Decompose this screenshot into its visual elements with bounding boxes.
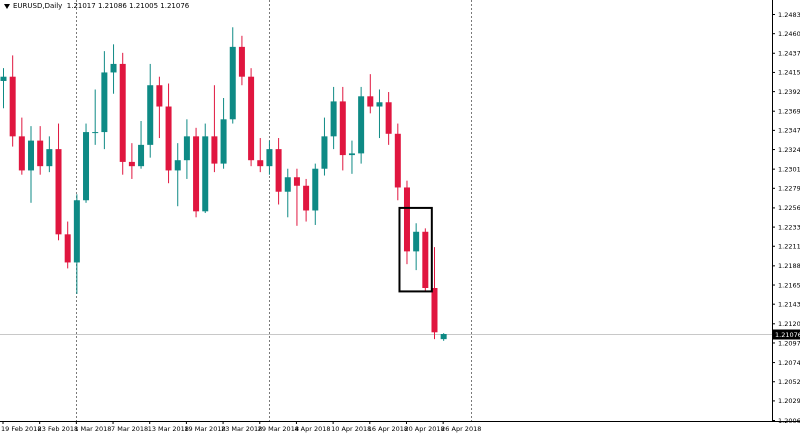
bear-candle[interactable] xyxy=(119,63,126,162)
x-tick-label: 7 Mar 2018 xyxy=(111,425,148,433)
bear-candle[interactable] xyxy=(385,102,392,134)
bull-candle[interactable] xyxy=(110,63,117,73)
bull-candle[interactable] xyxy=(28,140,35,171)
chart-symbol: EURUSD,Daily xyxy=(13,2,63,10)
bull-candle[interactable] xyxy=(358,96,365,154)
y-tick-label: 1.20065 xyxy=(778,417,800,425)
y-tick-label: 1.21880 xyxy=(778,262,800,270)
bear-candle[interactable] xyxy=(18,136,25,171)
y-tick-label: 1.23695 xyxy=(778,108,800,116)
bull-candle[interactable] xyxy=(220,119,227,164)
bear-candle[interactable] xyxy=(403,187,410,252)
bull-candle[interactable] xyxy=(330,101,337,137)
bear-candle[interactable] xyxy=(193,136,200,212)
y-tick-label: 1.22790 xyxy=(778,185,800,193)
x-tick-label: 26 Apr 2018 xyxy=(441,425,481,433)
bull-candle[interactable] xyxy=(312,168,319,211)
bull-candle[interactable] xyxy=(73,200,80,263)
y-tick-label: 1.24375 xyxy=(778,50,800,58)
y-tick-label: 1.24150 xyxy=(778,69,800,77)
bull-candle[interactable] xyxy=(147,85,154,145)
y-tick-label: 1.20295 xyxy=(778,397,800,405)
bear-candle[interactable] xyxy=(394,133,401,188)
y-tick-label: 1.21655 xyxy=(778,281,800,289)
y-tick-label: 1.23470 xyxy=(778,127,800,135)
x-tick-label: 29 Mar 2018 xyxy=(258,425,299,433)
current-price-label: 1.21076 xyxy=(775,331,800,339)
bull-candle[interactable] xyxy=(0,76,7,81)
bear-candle[interactable] xyxy=(339,101,346,156)
bull-candle[interactable] xyxy=(348,153,355,156)
bear-candle[interactable] xyxy=(275,149,282,192)
bear-candle[interactable] xyxy=(156,85,163,107)
x-tick-label: 19 Mar 2018 xyxy=(184,425,225,433)
bear-candle[interactable] xyxy=(367,96,374,107)
bull-candle[interactable] xyxy=(413,231,420,252)
x-tick-label: 23 Mar 2018 xyxy=(221,425,262,433)
bull-candle[interactable] xyxy=(46,149,53,167)
x-tick-label: 16 Apr 2018 xyxy=(368,425,408,433)
bear-candle[interactable] xyxy=(9,76,16,137)
bear-candle[interactable] xyxy=(248,76,255,161)
bull-candle[interactable] xyxy=(229,46,236,120)
y-tick-label: 1.24830 xyxy=(778,11,800,19)
highlight-box[interactable] xyxy=(398,206,433,293)
x-tick-label: 23 Feb 2018 xyxy=(38,425,78,433)
chart-ohlc: 1.21017 1.21086 1.21005 1.21076 xyxy=(66,2,190,10)
triangle-down-icon xyxy=(4,3,10,9)
y-tick-label: 1.22335 xyxy=(778,223,800,231)
bull-candle[interactable] xyxy=(92,132,99,134)
bull-candle[interactable] xyxy=(266,149,273,167)
bull-candle[interactable] xyxy=(440,334,447,340)
bear-candle[interactable] xyxy=(55,149,62,235)
current-price-tag xyxy=(773,329,800,340)
bear-candle[interactable] xyxy=(165,106,172,171)
x-tick-label: 19 Feb 2018 xyxy=(1,425,41,433)
y-tick-label: 1.20520 xyxy=(778,378,800,386)
bear-candle[interactable] xyxy=(293,177,300,186)
y-tick-label: 1.23015 xyxy=(778,165,800,173)
x-tick-label: 10 Apr 2018 xyxy=(331,425,371,433)
x-tick-label: 13 Mar 2018 xyxy=(148,425,189,433)
bear-candle[interactable] xyxy=(64,234,71,263)
bear-candle[interactable] xyxy=(211,136,218,164)
y-tick-label: 1.22560 xyxy=(778,204,800,212)
y-tick-label: 1.20745 xyxy=(778,359,800,367)
bull-candle[interactable] xyxy=(321,136,328,169)
y-tick-label: 1.23925 xyxy=(778,88,800,96)
y-tick-label: 1.23245 xyxy=(778,146,800,154)
bear-candle[interactable] xyxy=(257,160,264,167)
bull-candle[interactable] xyxy=(83,132,90,201)
bull-candle[interactable] xyxy=(138,144,145,167)
bull-candle[interactable] xyxy=(284,177,291,192)
bull-candle[interactable] xyxy=(101,72,108,133)
y-tick-label: 1.24605 xyxy=(778,30,800,38)
bear-candle[interactable] xyxy=(422,231,429,289)
x-tick-label: 4 Apr 2018 xyxy=(294,425,330,433)
bull-candle[interactable] xyxy=(376,102,383,107)
bear-candle[interactable] xyxy=(431,288,438,333)
bear-candle[interactable] xyxy=(238,46,245,77)
y-tick-label: 1.20975 xyxy=(778,339,800,347)
y-tick-label: 1.21430 xyxy=(778,300,800,308)
bull-candle[interactable] xyxy=(202,136,209,212)
bull-candle[interactable] xyxy=(174,160,181,171)
bear-candle[interactable] xyxy=(303,185,310,211)
x-tick-label: 20 Apr 2018 xyxy=(404,425,444,433)
bear-candle[interactable] xyxy=(37,140,44,167)
bull-candle[interactable] xyxy=(183,136,190,161)
y-tick-label: 1.22110 xyxy=(778,243,800,251)
y-tick-label: 1.21200 xyxy=(778,320,800,328)
chart-title: EURUSD,Daily 1.21017 1.21086 1.21005 1.2… xyxy=(4,2,189,10)
bear-candle[interactable] xyxy=(128,161,135,167)
x-tick-label: 1 Mar 2018 xyxy=(74,425,111,433)
